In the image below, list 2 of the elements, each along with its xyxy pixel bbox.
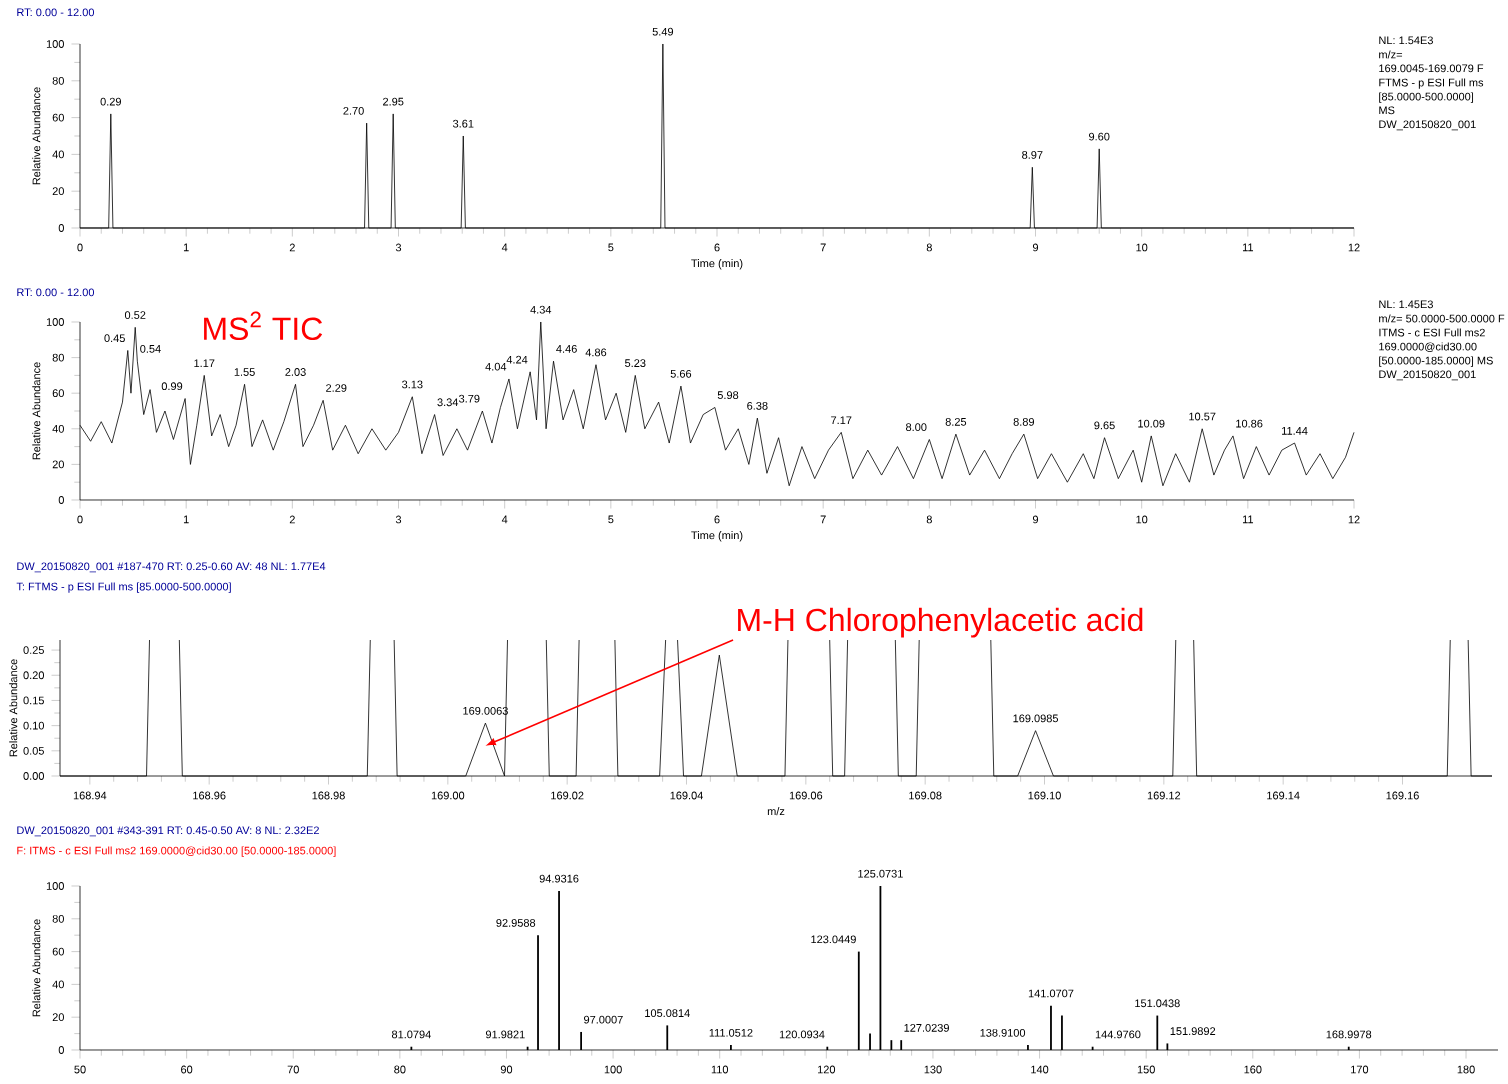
annotation: M-H Chlorophenylacetic acid xyxy=(738,607,1143,638)
chart-title: MS$^{2}$ TIC xyxy=(204,311,323,341)
